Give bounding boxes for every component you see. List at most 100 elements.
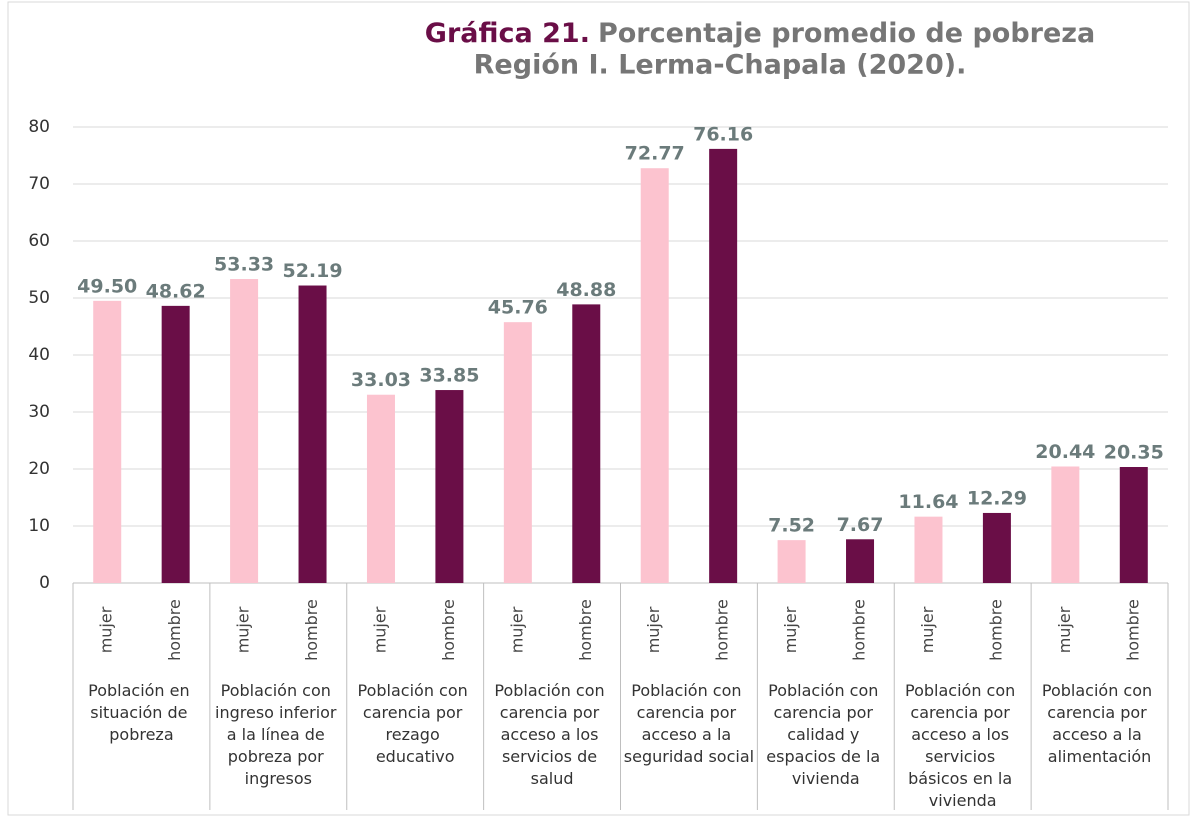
category-line: servicios	[925, 747, 1000, 766]
chart-border	[7, 1, 1190, 816]
value-label: 33.85	[419, 365, 479, 387]
category-line: calidad y	[787, 725, 864, 744]
title-line: Porcentaje promedio de pobreza	[598, 18, 1095, 49]
value-label: 20.35	[1104, 442, 1164, 464]
category-line: Población con	[358, 681, 473, 700]
bar	[230, 279, 259, 583]
category-line: acceso a los	[501, 725, 604, 744]
category-line: carencia por	[637, 703, 742, 722]
sub-category-label: hombre	[165, 599, 184, 661]
y-tick-label: 80	[28, 117, 50, 137]
category-line: a la línea de	[227, 725, 330, 744]
category-line: rezago	[386, 725, 445, 744]
bar	[1119, 467, 1148, 583]
title-line: Región I. Lerma-Chapala (2020).	[474, 50, 967, 81]
sub-category-label: hombre	[850, 599, 869, 661]
sub-category-label: mujer	[918, 606, 937, 653]
category-label: Población en situación de pobreza	[88, 681, 195, 744]
bar	[93, 300, 122, 583]
value-label: 52.19	[282, 260, 342, 282]
value-label: 7.67	[837, 514, 884, 536]
category-line: básicos en la	[908, 769, 1017, 788]
category-line: carencia por	[363, 703, 468, 722]
category-label: Población con carencia por acceso a la a…	[1042, 681, 1157, 766]
bar	[709, 148, 738, 583]
value-label: 33.03	[351, 369, 411, 391]
category-line: educativo	[376, 747, 455, 766]
category-line: ingresos	[245, 769, 312, 788]
bar	[572, 304, 601, 583]
category-line: vivienda	[792, 769, 860, 788]
category-line: Población con	[631, 681, 746, 700]
y-tick-label: 70	[28, 174, 50, 194]
chart-title: Gráfica 21. Porcentaje promedio de pobrez…	[425, 18, 1095, 49]
category-line: carencia por	[774, 703, 879, 722]
bar	[435, 390, 464, 583]
category-line: seguridad social	[624, 747, 754, 766]
sub-category-label: mujer	[234, 606, 253, 653]
value-label: 53.33	[214, 254, 274, 276]
category-line: pobreza	[109, 725, 173, 744]
category-line: pobreza por	[228, 747, 329, 766]
bar	[1051, 466, 1080, 583]
sub-category-label: mujer	[97, 606, 116, 653]
bar	[846, 539, 875, 583]
category-line: Población con	[1042, 681, 1157, 700]
category-line: Población con	[221, 681, 336, 700]
category-line: servicios de	[502, 747, 602, 766]
y-tick-label: 30	[28, 402, 50, 422]
category-line: acceso a los	[911, 725, 1014, 744]
category-label: Población con carencia por acceso a los …	[905, 681, 1020, 810]
category-line: espacios de la	[766, 747, 885, 766]
sub-category-label: hombre	[439, 599, 458, 661]
value-label: 48.62	[146, 280, 206, 302]
value-label: 72.77	[625, 143, 685, 165]
sub-category-label: mujer	[507, 606, 526, 653]
sub-category-label: hombre	[986, 599, 1005, 661]
y-tick-label: 40	[28, 345, 50, 365]
sub-category-label: hombre	[713, 599, 732, 661]
category-line: carencia por	[500, 703, 605, 722]
title-label: Gráfica 21.	[425, 18, 590, 49]
y-tick-label: 0	[39, 573, 50, 593]
category-line: carencia por	[910, 703, 1015, 722]
value-label: 45.76	[488, 297, 548, 319]
category-line: situación de	[90, 703, 192, 722]
category-label: Población con carencia por acceso a los …	[494, 681, 609, 788]
sub-category-label: hombre	[302, 599, 321, 661]
y-tick-label: 50	[28, 288, 50, 308]
category-label: Población con carencia por calidad y esp…	[766, 681, 885, 788]
sub-category-label: hombre	[576, 599, 595, 661]
value-label: 12.29	[967, 487, 1027, 509]
sub-category-label: mujer	[1055, 606, 1074, 653]
category-line: Población en	[88, 681, 195, 700]
bar	[366, 394, 395, 583]
bar	[777, 540, 806, 583]
category-label: Población con carencia por rezago educat…	[358, 681, 473, 766]
bar	[640, 168, 669, 583]
category-line: acceso a la	[1052, 725, 1147, 744]
value-label: 20.44	[1035, 441, 1095, 463]
value-label: 49.50	[77, 275, 137, 297]
category-line: carencia por	[1047, 703, 1152, 722]
y-tick-label: 20	[28, 459, 50, 479]
category-line: Población con	[768, 681, 883, 700]
value-label: 48.88	[556, 279, 616, 301]
sub-category-label: mujer	[644, 606, 663, 653]
y-tick-label: 10	[28, 516, 50, 536]
bar	[914, 516, 943, 583]
category-line: vivienda	[929, 791, 997, 810]
value-label: 11.64	[898, 491, 958, 513]
bar	[982, 512, 1011, 583]
bar	[298, 285, 327, 583]
category-line: Población con	[905, 681, 1020, 700]
category-label: Población con carencia por acceso a la s…	[624, 681, 754, 766]
value-label: 76.16	[693, 123, 753, 145]
category-label: Población con ingreso inferior a la líne…	[215, 681, 342, 788]
category-line: alimentación	[1048, 747, 1152, 766]
category-line: ingreso inferior	[215, 703, 342, 722]
sub-category-label: mujer	[370, 606, 389, 653]
bar	[503, 322, 532, 583]
sub-category-label: mujer	[781, 606, 800, 653]
